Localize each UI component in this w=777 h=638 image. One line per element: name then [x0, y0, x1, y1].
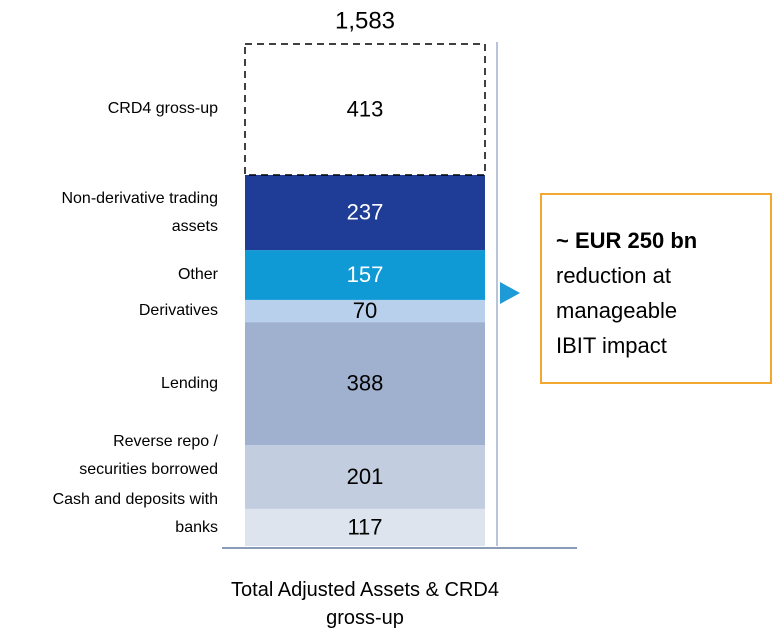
series-label: Lending	[161, 374, 218, 392]
value-label: 70	[353, 298, 377, 323]
callout-line: reduction at	[556, 263, 671, 288]
series-label: CRD4 gross-up	[107, 100, 218, 118]
bar-segment	[245, 322, 485, 446]
value-label: 157	[347, 262, 384, 287]
series-label: Derivatives	[138, 302, 218, 319]
value-label: 388	[347, 370, 384, 395]
value-label: 117	[347, 514, 382, 539]
bar-segment	[245, 299, 485, 323]
arrow	[500, 282, 520, 304]
series-label: Cash and deposits with banks	[52, 491, 218, 537]
series-label: Reverse repo / securities borrowed	[79, 433, 218, 479]
category-label: Total Adjusted Assets & CRD4 gross-up	[231, 579, 499, 629]
bar-segment	[244, 43, 486, 176]
series-label: Non-derivative trading assets	[61, 189, 218, 235]
total-label: 1,583	[335, 7, 395, 34]
callout-line: IBIT impact	[556, 333, 667, 358]
value-label: 237	[347, 199, 384, 224]
value-label: 201	[347, 464, 384, 489]
series-label: Other	[177, 266, 218, 284]
callout-line: manageable	[556, 298, 678, 323]
bar-segment	[245, 174, 485, 251]
bar-segment	[245, 445, 485, 509]
bar-segment	[245, 508, 485, 546]
value-label: 413	[347, 96, 384, 121]
bar-segment	[245, 250, 485, 300]
callout-box: ~ EUR 250 bn reduction at manageable IBI…	[540, 193, 772, 384]
callout-headline: ~ EUR 250 bn	[556, 228, 698, 253]
